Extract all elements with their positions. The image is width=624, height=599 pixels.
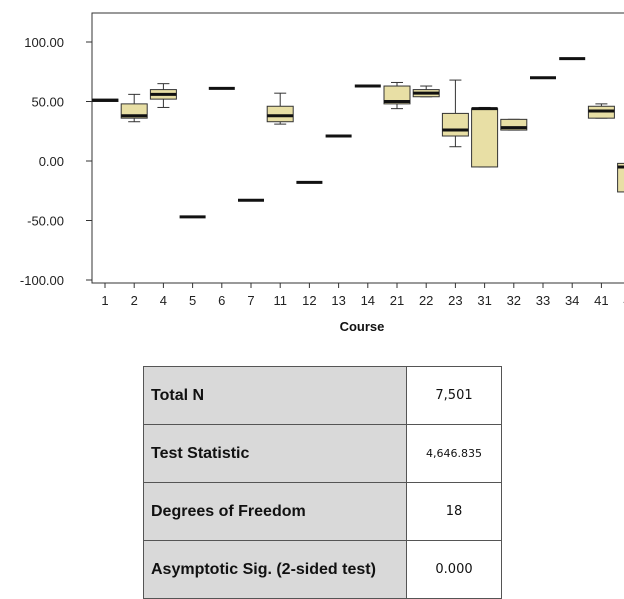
y-tick-label: 50.00 [31,95,64,110]
x-tick-label: 12 [302,293,316,308]
y-tick-label: 100.00 [24,35,64,50]
x-tick-label: 5 [189,293,196,308]
iqr-box [441,112,469,137]
box-course-1 [91,98,119,103]
box-course-42 [617,162,624,193]
iqr-box [383,85,411,105]
row-label-degrees-of-freedom: Degrees of Freedom [143,482,407,541]
x-tick-label: 11 [273,293,287,308]
boxes-group [91,57,624,219]
iqr-box [471,108,499,168]
box-course-2 [120,93,148,123]
box-course-21 [383,81,411,110]
x-tick-label: 1 [101,293,108,308]
table-row: Asymptotic Sig. (2-sided test) 0.000 [143,540,502,599]
box-course-32 [500,118,528,131]
x-tick-label: 21 [390,293,404,308]
x-tick-label: 14 [361,293,375,308]
test-statistics-table: Total N 7,501 Test Statistic 4,646.835 D… [143,366,502,599]
row-value-total-n: 7,501 [406,366,502,425]
y-tick-label: -100.00 [20,273,64,288]
table-row: Degrees of Freedom 18 [143,482,502,541]
plot-area [91,12,624,284]
x-tick-label: 34 [565,293,579,308]
row-value-test-statistic: 4,646.835 [406,424,502,483]
row-label-asymptotic-sig: Asymptotic Sig. (2-sided test) [143,540,407,599]
row-label-total-n: Total N [143,366,407,425]
x-tick-label: 32 [507,293,521,308]
box-course-31 [471,106,499,168]
box-course-4 [149,83,177,108]
iqr-box [266,105,294,123]
box-course-22 [412,85,440,98]
x-tick-label: 7 [247,293,254,308]
table-row: Total N 7,501 [143,366,502,425]
x-tick-label: 6 [218,293,225,308]
x-tick-label: 2 [131,293,138,308]
row-value-degrees-of-freedom: 18 [406,482,502,541]
x-tick-label: 4 [160,293,167,308]
x-tick-label: 33 [536,293,550,308]
box-course-41 [587,103,615,119]
row-value-asymptotic-sig: 0.000 [406,540,502,599]
x-axis-title: Course [340,319,385,334]
x-tick-label: 23 [448,293,462,308]
row-label-test-statistic: Test Statistic [143,424,407,483]
x-axis: 12456711121314212223313233344142 [101,283,624,308]
x-tick-label: 31 [477,293,491,308]
y-tick-label: 0.00 [39,154,64,169]
y-tick-label: -50.00 [27,214,64,229]
x-tick-label: 13 [331,293,345,308]
box-course-11 [266,92,294,125]
x-tick-label: 22 [419,293,433,308]
iqr-box [617,162,624,193]
box-course-23 [441,79,469,148]
iqr-box [500,118,528,131]
y-axis: 100.00 50.00 0.00 -50.00 -100.00 [20,35,92,288]
x-tick-label: 41 [594,293,608,308]
table-row: Test Statistic 4,646.835 [143,424,502,483]
